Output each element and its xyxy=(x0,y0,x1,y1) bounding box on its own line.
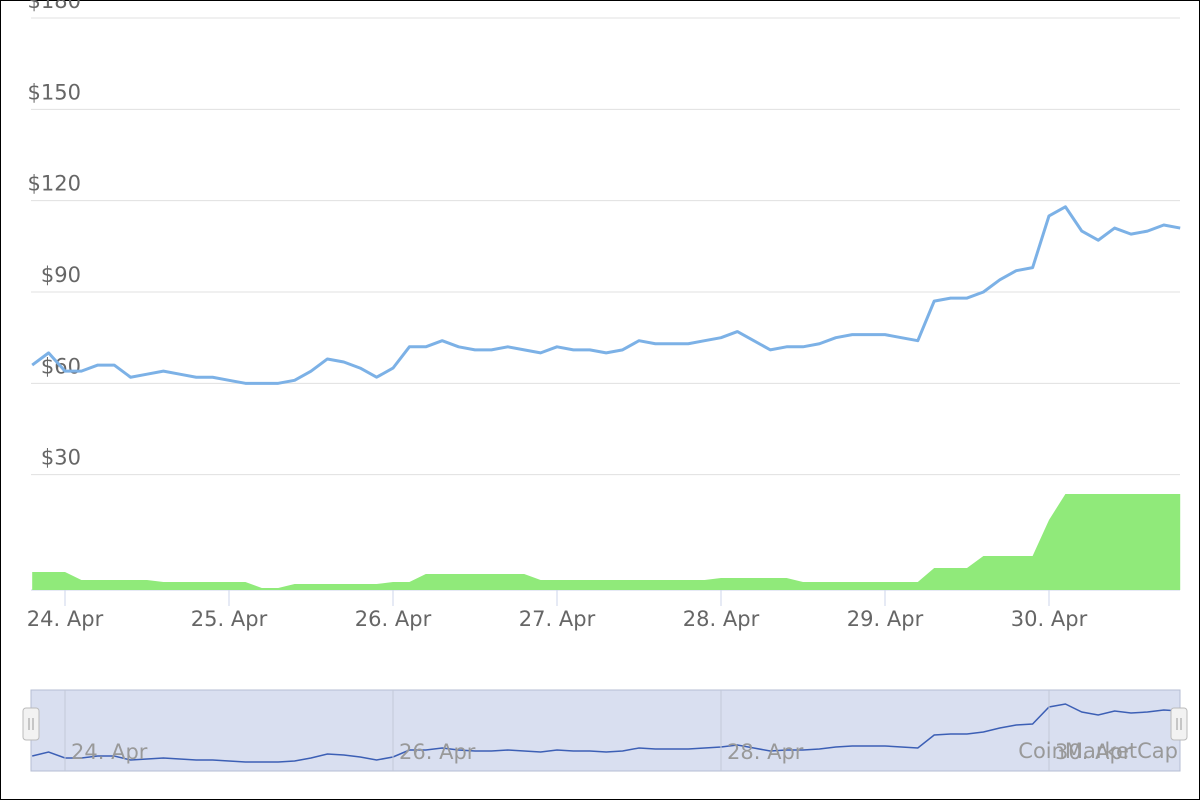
x-tick-label: 27. Apr xyxy=(519,607,596,631)
navigator-label: 24. Apr xyxy=(71,740,148,764)
navigator-handle[interactable] xyxy=(22,707,40,741)
navigator-handle[interactable] xyxy=(1170,707,1188,741)
y-tick-label: $120 xyxy=(28,172,81,196)
y-tick-label: $30 xyxy=(41,446,81,470)
navigator-label: 28. Apr xyxy=(727,740,804,764)
x-tick-label: 29. Apr xyxy=(847,607,924,631)
navigator-window[interactable] xyxy=(30,689,1181,772)
y-tick-label: $150 xyxy=(28,80,81,104)
navigator-label: 30. Apr xyxy=(1055,740,1132,764)
x-tick-label: 26. Apr xyxy=(355,607,432,631)
navigator-line xyxy=(32,703,1181,763)
price-line xyxy=(31,205,1181,385)
y-tick-label: $180 xyxy=(28,0,81,13)
y-tick-label: $90 xyxy=(41,263,81,287)
volume-area xyxy=(32,494,1181,590)
x-tick-label: 30. Apr xyxy=(1011,607,1088,631)
x-tick-label: 25. Apr xyxy=(191,607,268,631)
watermark: CoinMarketCap xyxy=(1018,739,1178,763)
navigator-label: 26. Apr xyxy=(399,740,476,764)
x-tick-label: 24. Apr xyxy=(27,607,104,631)
x-tick-label: 28. Apr xyxy=(683,607,760,631)
navigator[interactable]: 24. Apr 26. Apr 28. Apr 30. Apr xyxy=(22,689,1188,772)
